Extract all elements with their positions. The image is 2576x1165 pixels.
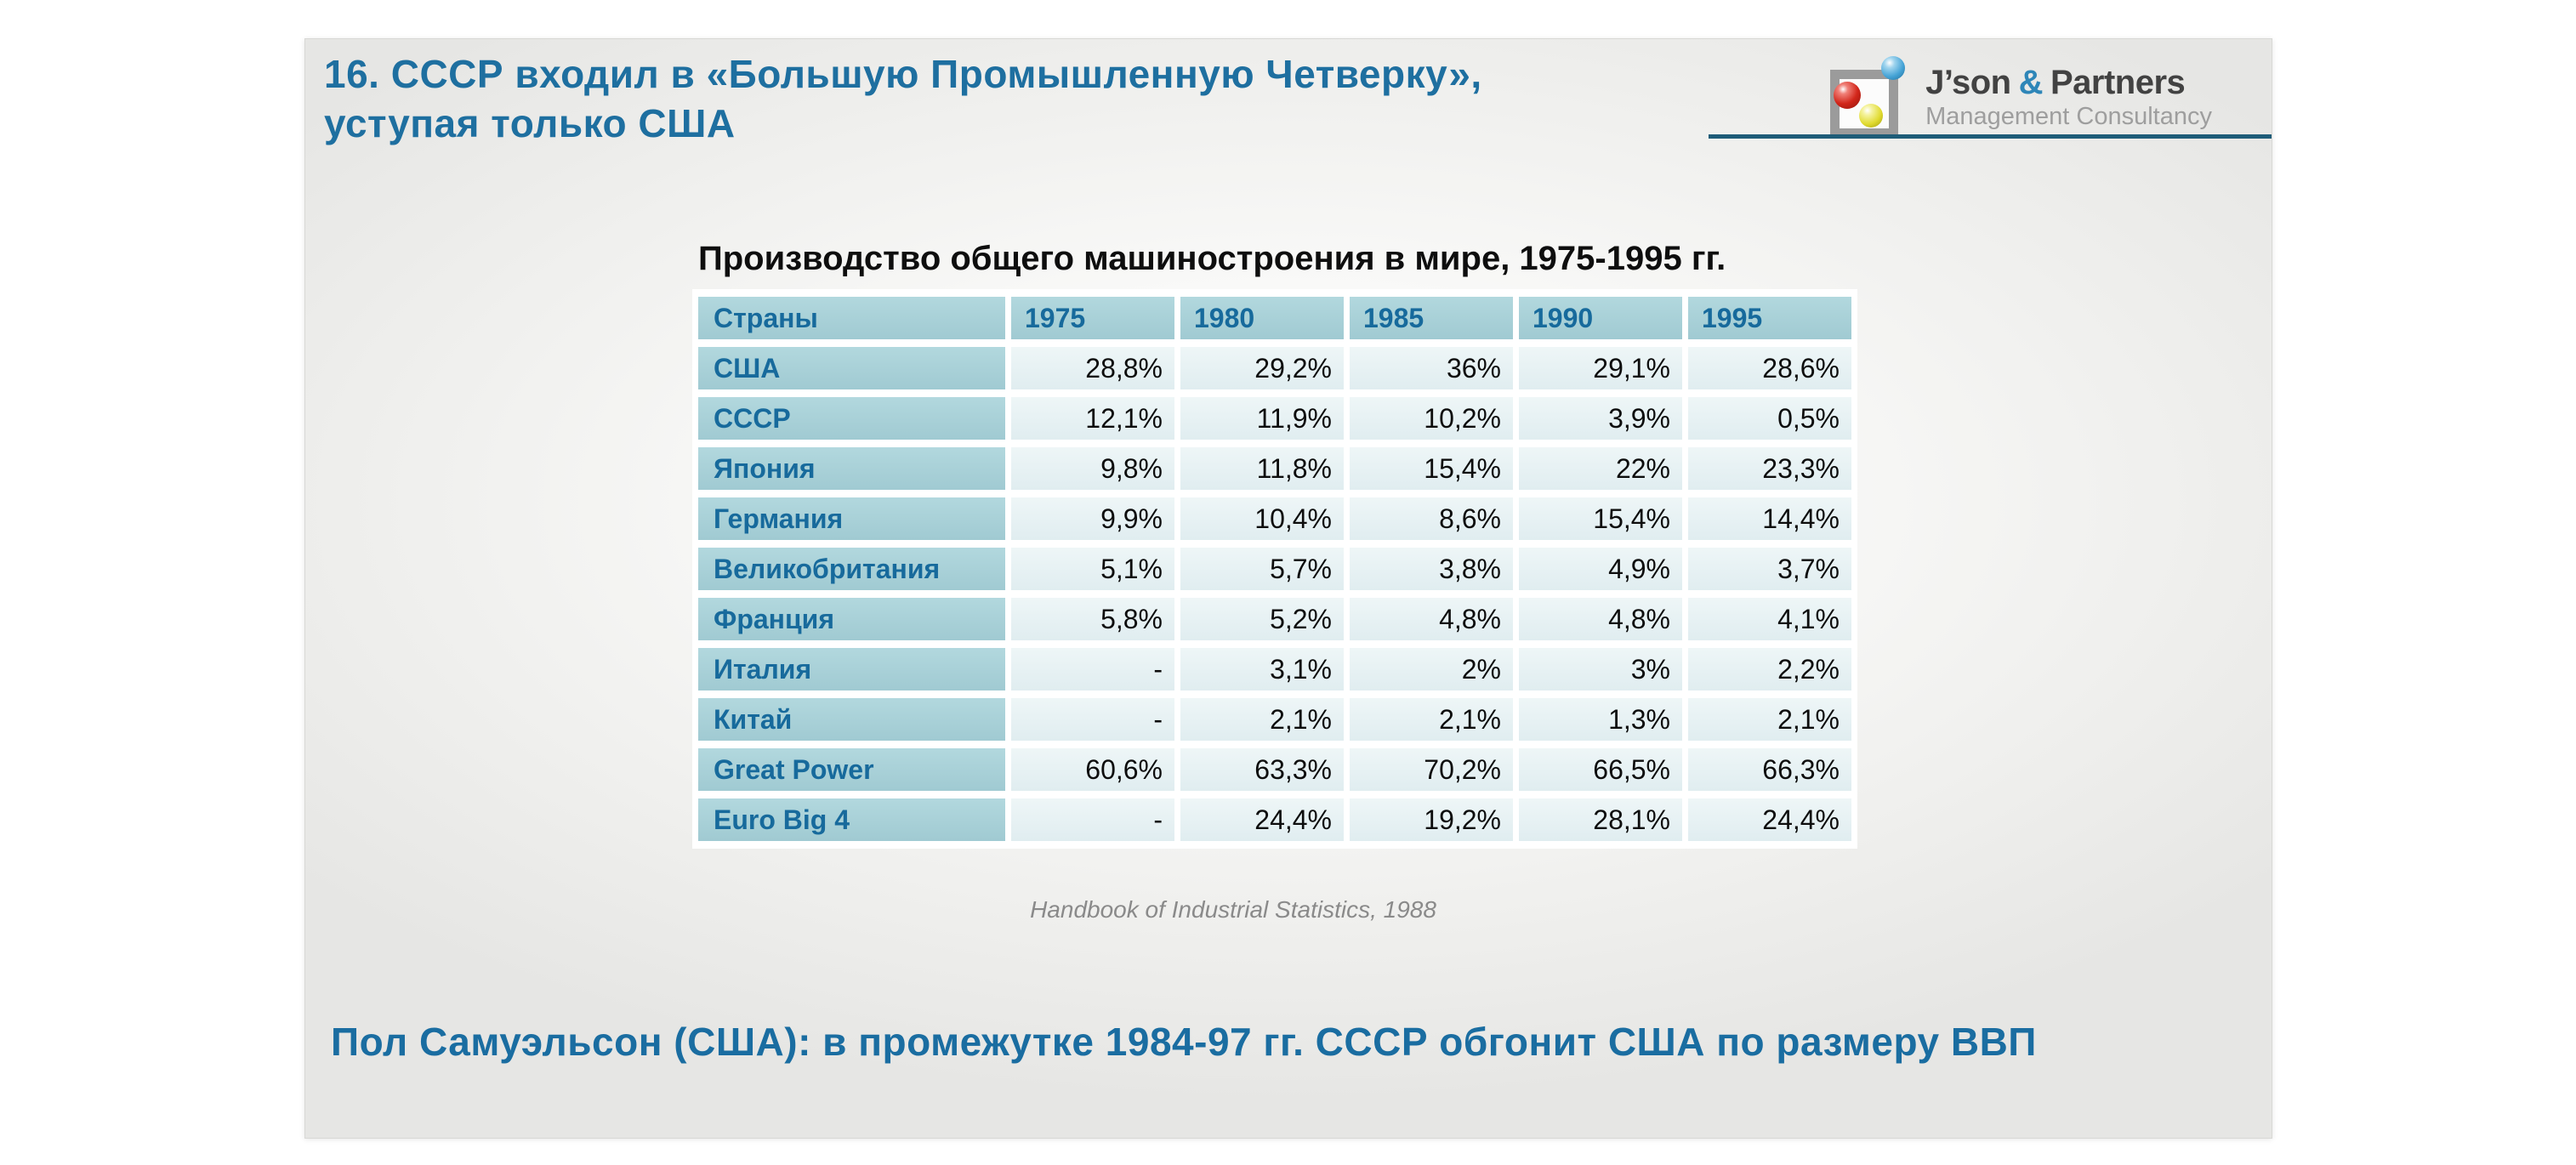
value-cell: 9,8% (1011, 447, 1174, 490)
slide-title-line2: уступая только США (324, 101, 736, 145)
value-cell: 36% (1350, 347, 1513, 389)
table-row: Германия 9,9% 10,4% 8,6% 15,4% 14,4% (698, 497, 1851, 540)
header-divider-rule (1709, 134, 2272, 139)
value-cell: 11,8% (1180, 447, 1344, 490)
value-cell: 5,7% (1180, 548, 1344, 590)
json-partners-logo: J’son & Partners Management Consultancy (1828, 56, 2212, 138)
value-cell: 29,2% (1180, 347, 1344, 389)
value-cell: 24,4% (1688, 798, 1851, 841)
value-cell: 3% (1519, 648, 1682, 690)
logo-yellow-ball-icon (1859, 104, 1884, 128)
row-label: Euro Big 4 (698, 798, 1005, 841)
value-cell: 60,6% (1011, 748, 1174, 791)
value-cell: 15,4% (1350, 447, 1513, 490)
value-cell: 3,1% (1180, 648, 1344, 690)
value-cell: 70,2% (1350, 748, 1513, 791)
logo-ampersand: & (2018, 63, 2044, 101)
year-column-header: 1985 (1350, 297, 1513, 339)
table-row: СССР 12,1% 11,9% 10,2% 3,9% 0,5% (698, 397, 1851, 440)
logo-red-ball-icon (1834, 82, 1862, 109)
value-cell: 22% (1519, 447, 1682, 490)
value-cell: 1,3% (1519, 698, 1682, 741)
value-cell: 0,5% (1688, 397, 1851, 440)
value-cell: 5,1% (1011, 548, 1174, 590)
value-cell: 66,3% (1688, 748, 1851, 791)
slide: 16. СССР входил в «Большую Промышленную … (304, 38, 2272, 1139)
value-cell: 24,4% (1180, 798, 1344, 841)
countries-column-header: Страны (698, 297, 1005, 339)
value-cell: 19,2% (1350, 798, 1513, 841)
table-title: Производство общего машиностроения в мир… (698, 240, 1726, 277)
logo-company-name: J’son & Partners (1925, 65, 2212, 100)
slide-title: 16. СССР входил в «Большую Промышленную … (324, 49, 1821, 148)
value-cell: 2,2% (1688, 648, 1851, 690)
table-row: Франция 5,8% 5,2% 4,8% 4,8% 4,1% (698, 598, 1851, 640)
value-cell: 8,6% (1350, 497, 1513, 540)
logo-name-part2: Partners (2050, 63, 2186, 101)
value-cell: 12,1% (1011, 397, 1174, 440)
row-label: Great Power (698, 748, 1005, 791)
logo-subtitle: Management Consultancy (1925, 102, 2212, 130)
source-caption: Handbook of Industrial Statistics, 1988 (1030, 896, 1436, 923)
logo-blue-ball-icon (1881, 56, 1906, 80)
value-cell: 66,5% (1519, 748, 1682, 791)
table-row: Италия -3,1% 2% 3% 2,2% (698, 648, 1851, 690)
value-cell: 4,8% (1350, 598, 1513, 640)
year-column-header: 1980 (1180, 297, 1344, 339)
value-cell: 4,9% (1519, 548, 1682, 590)
row-label: Китай (698, 698, 1005, 741)
value-cell: 4,8% (1519, 598, 1682, 640)
table-row: Great Power 60,6% 63,3% 70,2% 66,5% 66,3% (698, 748, 1851, 791)
value-cell: 2% (1350, 648, 1513, 690)
value-cell: 14,4% (1688, 497, 1851, 540)
value-cell: 28,1% (1519, 798, 1682, 841)
value-cell: 28,6% (1688, 347, 1851, 389)
value-cell: 3,8% (1350, 548, 1513, 590)
year-column-header: 1990 (1519, 297, 1682, 339)
value-cell: 5,8% (1011, 598, 1174, 640)
table-row: США 28,8% 29,2% 36% 29,1% 28,6% (698, 347, 1851, 389)
value-cell: 2,1% (1350, 698, 1513, 741)
year-column-header: 1995 (1688, 297, 1851, 339)
logo-name-part1: J’son (1925, 63, 2011, 101)
table-row: Великобритания 5,1% 5,7% 3,8% 4,9% 3,7% (698, 548, 1851, 590)
year-column-header: 1975 (1011, 297, 1174, 339)
value-cell: 4,1% (1688, 598, 1851, 640)
value-cell: 2,1% (1688, 698, 1851, 741)
value-cell: 28,8% (1011, 347, 1174, 389)
value-cell: 2,1% (1180, 698, 1344, 741)
row-label: Италия (698, 648, 1005, 690)
row-label: Германия (698, 497, 1005, 540)
row-label: Япония (698, 447, 1005, 490)
row-label: СССР (698, 397, 1005, 440)
value-cell: 3,7% (1688, 548, 1851, 590)
value-cell: 9,9% (1011, 497, 1174, 540)
value-cell: 15,4% (1519, 497, 1682, 540)
value-cell: - (1011, 648, 1174, 690)
production-table: Страны 1975 1980 1985 1990 1995 США 28,8% 29,2% 3… (692, 289, 1857, 849)
footer-statement: Пол Самуэльсон (США): в промежутке 1984-… (331, 1020, 2037, 1064)
row-label: Великобритания (698, 548, 1005, 590)
value-cell: 5,2% (1180, 598, 1344, 640)
value-cell: 11,9% (1180, 397, 1344, 440)
logo-text: J’son & Partners Management Consultancy (1925, 65, 2212, 129)
value-cell: 29,1% (1519, 347, 1682, 389)
value-cell: 63,3% (1180, 748, 1344, 791)
value-cell: - (1011, 698, 1174, 741)
slide-title-line1: 16. СССР входил в «Большую Промышленную … (324, 52, 1482, 96)
value-cell: 10,4% (1180, 497, 1344, 540)
value-cell: 10,2% (1350, 397, 1513, 440)
row-label: Франция (698, 598, 1005, 640)
row-label: США (698, 347, 1005, 389)
table-row: Euro Big 4-24,4% 19,2% 28,1% 24,4% (698, 798, 1851, 841)
value-cell: 23,3% (1688, 447, 1851, 490)
value-cell: 3,9% (1519, 397, 1682, 440)
value-cell: - (1011, 798, 1174, 841)
json-partners-logo-icon (1828, 56, 1908, 138)
table-row: Япония 9,8% 11,8% 15,4% 22% 23,3% (698, 447, 1851, 490)
table-row: Китай -2,1% 2,1% 1,3% 2,1% (698, 698, 1851, 741)
